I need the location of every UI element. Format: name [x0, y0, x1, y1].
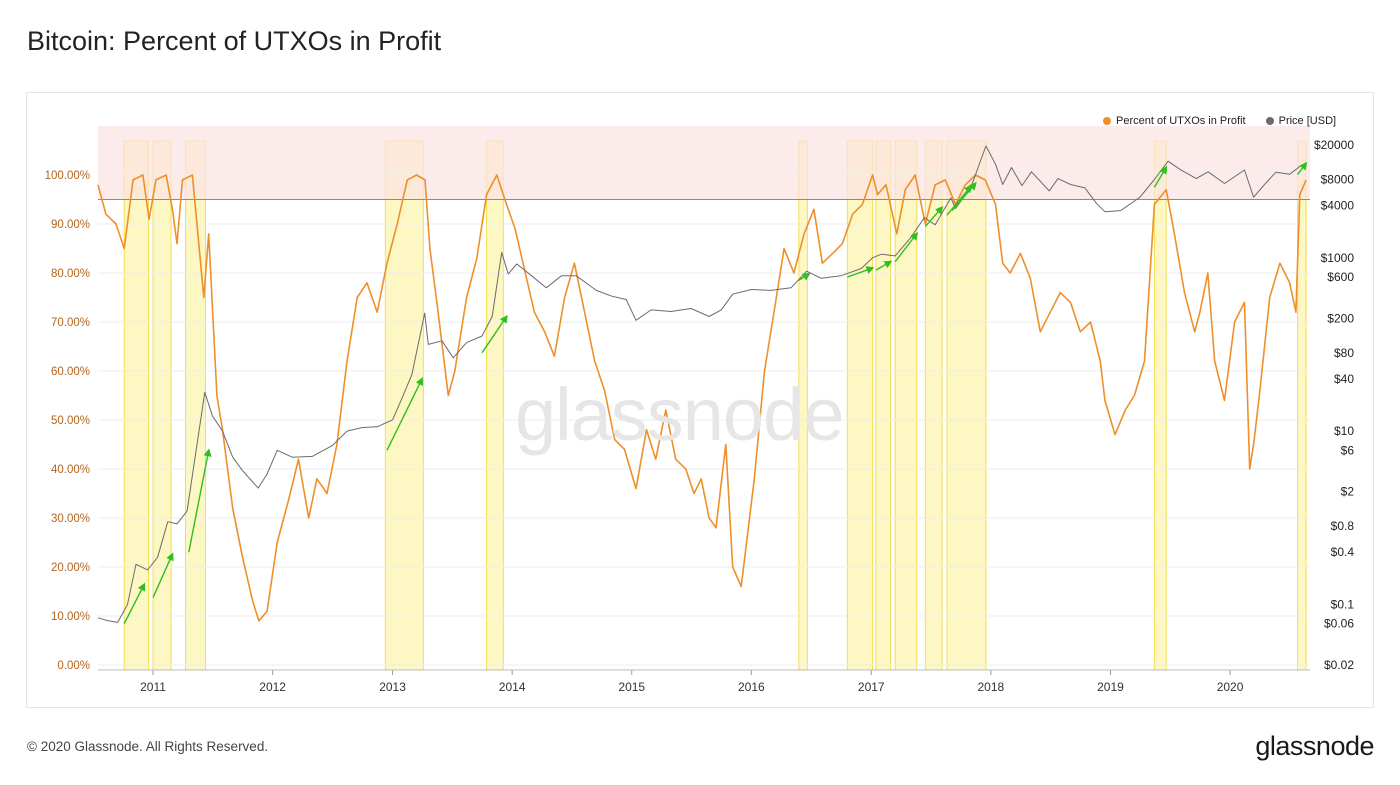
x-tick-label-7: 2018	[978, 680, 1005, 694]
y-left-tick-label-1: 10.00%	[51, 611, 90, 623]
growth-arrow-0	[123, 582, 146, 624]
x-tick-label-8: 2019	[1097, 680, 1124, 694]
y-left-tick-label-9: 90.00%	[51, 219, 90, 231]
highlight-band-3	[384, 140, 424, 671]
copyright-text: © 2020 Glassnode. All Rights Reserved.	[27, 739, 269, 754]
growth-arrow-10	[946, 184, 973, 216]
highlight-band-8	[894, 140, 918, 671]
x-tick-label-4: 2015	[618, 680, 645, 694]
growth-arrow-2	[188, 448, 212, 553]
y-right-tick-label-11: $600	[1327, 270, 1354, 284]
legend-dot-price	[1265, 117, 1274, 125]
y-right-tick-label-7: $10	[1334, 424, 1354, 438]
x-tick-label-1: 2012	[259, 680, 286, 694]
highlight-band-4	[486, 140, 504, 671]
x-tick-label-2: 2013	[379, 680, 406, 694]
highlight-band-7	[875, 140, 892, 671]
y-left-tick-label-0: 0.00%	[57, 660, 90, 672]
y-left-tick-label-5: 50.00%	[51, 415, 90, 427]
x-tick-label-9: 2020	[1217, 680, 1244, 694]
threshold-band	[98, 126, 1310, 200]
y-right-tick-label-6: $6	[1341, 443, 1355, 457]
y-right-tick-label-13: $4000	[1321, 199, 1355, 213]
growth-arrow-8	[894, 232, 919, 263]
highlight-band-11	[1153, 140, 1167, 671]
y-left-tick-label-4: 40.00%	[51, 464, 90, 476]
grid-lines	[98, 174, 1310, 666]
growth-arrow-5	[798, 272, 811, 281]
utxo-line	[97, 174, 1307, 622]
y-right-tick-label-14: $8000	[1321, 172, 1355, 186]
y-right-tick-label-10: $200	[1327, 311, 1354, 325]
growth-arrow-12	[1153, 165, 1168, 188]
legend: Percent of UTXOs in Profit Price [USD]	[1103, 115, 1336, 127]
growth-arrow-11	[951, 181, 977, 212]
legend-label-price: Price [USD]	[1278, 115, 1337, 127]
growth-arrow-3	[386, 377, 423, 451]
y-right-tick-label-9: $80	[1334, 346, 1354, 360]
highlight-band-10	[946, 140, 987, 671]
growth-arrow-6	[847, 266, 875, 278]
threshold-band-fill	[98, 126, 1310, 200]
y-left-tick-label-3: 30.00%	[51, 513, 90, 525]
y-right-tick-label-5: $2	[1341, 485, 1355, 499]
x-tick-label-0: 2011	[140, 680, 166, 694]
y-right-tick-label-0: $0.02	[1324, 658, 1354, 672]
growth-arrows	[123, 161, 1308, 624]
brand-logo: glassnode	[1255, 731, 1374, 761]
growth-arrow-13	[1296, 161, 1308, 176]
y-right-tick-label-8: $40	[1334, 372, 1354, 386]
price-series	[97, 145, 1307, 623]
growth-arrow-1	[152, 552, 174, 598]
y-right-tick-label-4: $0.8	[1331, 519, 1355, 533]
y-right-tick-label-12: $1000	[1321, 251, 1355, 265]
legend-label-utxo: Percent of UTXOs in Profit	[1116, 115, 1246, 127]
price-line	[97, 145, 1307, 623]
x-tick-label-6: 2017	[858, 680, 885, 694]
y-left-tick-label-2: 20.00%	[51, 562, 90, 574]
legend-item-utxo[interactable]: Percent of UTXOs in Profit	[1103, 115, 1246, 127]
x-tick-label-3: 2014	[499, 680, 526, 694]
y-right-tick-label-1: $0.06	[1324, 617, 1354, 631]
watermark-logo: glassnode	[515, 373, 844, 456]
y-right-tick-label-15: $20000	[1314, 138, 1354, 152]
y-left-tick-label-7: 70.00%	[51, 317, 90, 329]
growth-arrow-4	[481, 314, 508, 354]
growth-arrow-9	[924, 206, 944, 227]
y-left-tick-label-8: 80.00%	[51, 268, 90, 280]
axes: 2011 2012 2013 2014 2015 2016 2017 2018 2019 2020…	[45, 138, 1355, 694]
x-tick-label-5: 2016	[738, 680, 765, 694]
y-left-tick-label-10: 100.00%	[45, 170, 90, 182]
growth-arrow-7	[875, 260, 893, 271]
y-right-tick-label-2: $0.1	[1331, 597, 1355, 611]
y-left-tick-label-6: 60.00%	[51, 366, 90, 378]
legend-dot-utxo	[1103, 117, 1111, 125]
y-right-tick-label-3: $0.4	[1331, 545, 1355, 559]
legend-item-price[interactable]: Price [USD]	[1265, 115, 1337, 127]
utxo-series	[97, 174, 1307, 622]
chart-title: Bitcoin: Percent of UTXOs in Profit	[27, 26, 442, 56]
